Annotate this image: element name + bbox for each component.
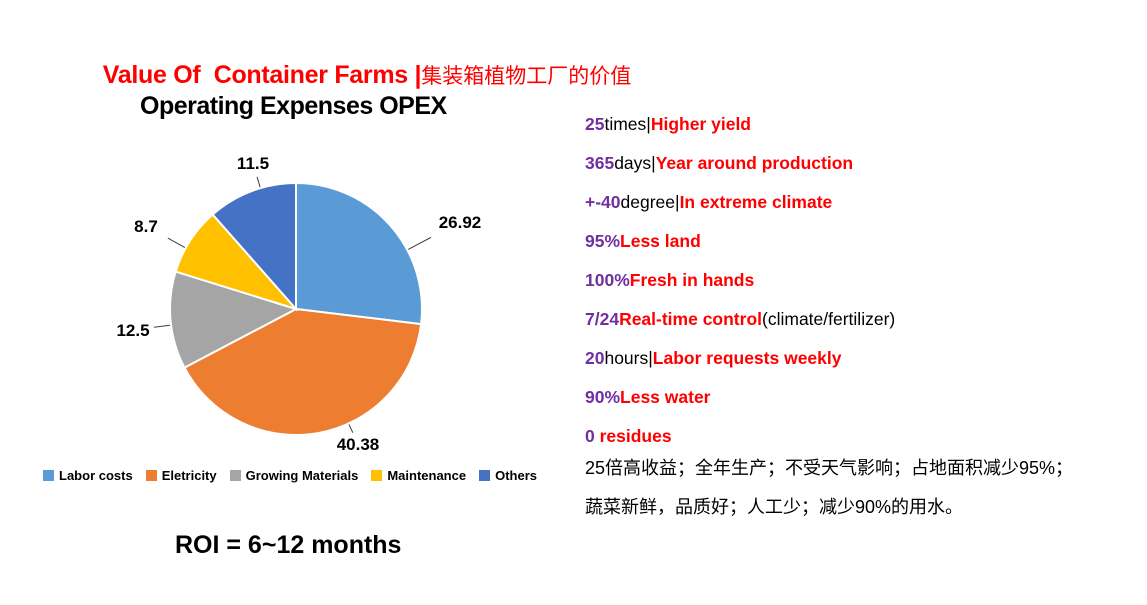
benefit-number: 100% (585, 270, 630, 290)
pie-slice-others (211, 181, 297, 312)
pie-data-label: 11.5 (237, 154, 269, 173)
legend-swatch-icon (145, 470, 157, 481)
benefit-unit: days| (614, 153, 656, 173)
benefit-row: 7/24Real-time control(climate/fertilizer… (585, 300, 1145, 339)
legend-label: Eletricity (161, 468, 217, 483)
pie-label-leader-line (153, 324, 171, 328)
legend-label: Maintenance (387, 468, 467, 483)
pie-slice-growing-materials (169, 270, 299, 369)
legend-item: Labor costs (43, 468, 133, 483)
benefit-row: 365days|Year around production (585, 144, 1145, 183)
pie-data-label: 40.38 (337, 435, 380, 454)
benefit-number: 365 (585, 153, 615, 173)
benefit-row: 25times|Higher yield (585, 105, 1145, 144)
summary-line: 蔬菜新鲜，品质好；人工少；减少90%的用水。 (585, 497, 964, 517)
benefit-row: 100%Fresh in hands (585, 261, 1145, 300)
benefit-number: 20 (585, 348, 605, 368)
benefit-highlight: Year around production (655, 153, 854, 173)
legend-swatch-icon (43, 470, 55, 481)
benefit-unit: times| (604, 114, 651, 134)
chart-legend: Labor costs Eletricity Growing Materials Ma… (0, 468, 580, 483)
pie-label-leader-line (407, 236, 432, 250)
legend-label: Growing Materials (245, 468, 359, 483)
pie-data-label: 12.5 (116, 321, 149, 340)
legend-swatch-icon (371, 470, 383, 481)
legend-item: Eletricity (145, 468, 217, 483)
pie-slice-eletricity (183, 307, 423, 436)
pie-slice-labor-costs (295, 181, 423, 326)
benefit-row: 20hours|Labor requests weekly (585, 339, 1145, 378)
benefit-number: 0 (585, 426, 600, 446)
benefit-unit: degree| (620, 192, 680, 212)
chart-title: Operating Expenses OPEX (140, 92, 447, 120)
legend-item: Growing Materials (229, 468, 359, 483)
benefit-row: 90%Less water (585, 378, 1145, 417)
pie-label-leader-line (167, 237, 186, 248)
legend-swatch-icon (479, 470, 491, 481)
roi-note: ROI = 6~12 months (175, 531, 402, 559)
benefit-number: 7/24 (585, 309, 620, 329)
pie-label-leader-line (256, 176, 261, 188)
benefit-number: 25 (585, 114, 605, 134)
benefit-highlight: Less land (620, 231, 701, 251)
benefit-highlight: residues (599, 426, 672, 446)
pie-chart: 26.92 40.38 12.5 8.7 11.5 (30, 132, 560, 462)
pie-label-leader-line (348, 424, 354, 433)
page-title-zh: 集装箱植物工厂的价值 (421, 65, 632, 88)
legend-item: Others (479, 468, 537, 483)
pie-data-label: 8.7 (134, 217, 158, 236)
benefit-row: 95%Less land (585, 222, 1145, 261)
benefit-highlight: Labor requests weekly (652, 348, 842, 368)
benefit-number: +-40 (585, 192, 621, 212)
benefit-number: 90% (585, 387, 621, 407)
benefit-row: +-40degree|In extreme climate (585, 183, 1145, 222)
summary-zh: 25倍高收益；全年生产；不受天气影响；占地面积减少95%； 蔬菜新鲜，品质好；人… (585, 449, 1145, 527)
legend-item: Maintenance (371, 468, 466, 483)
legend-swatch-icon (229, 470, 241, 481)
benefit-row: 0 residues (585, 417, 1145, 456)
benefit-highlight: Real-time control (619, 309, 763, 329)
benefits-list: 25times|Higher yield 365days|Year around… (585, 105, 1145, 456)
benefit-number: 95% (585, 231, 621, 251)
benefit-unit: hours| (604, 348, 653, 368)
benefit-highlight: In extreme climate (679, 192, 833, 212)
benefit-highlight: Fresh in hands (629, 270, 755, 290)
summary-line: 25倍高收益；全年生产；不受天气影响；占地面积减少95%； (585, 458, 1074, 478)
legend-label: Labor costs (59, 468, 133, 483)
pie-chart-svg: 26.92 40.38 12.5 8.7 11.5 (116, 154, 482, 454)
benefit-highlight: Less water (620, 387, 711, 407)
page-title-en: Value Of Container Farms | (102, 61, 422, 89)
benefit-highlight: Higher yield (650, 114, 751, 134)
pie-data-label: 26.92 (439, 213, 482, 232)
benefit-suffix: (climate/fertilizer) (762, 309, 896, 329)
page-title: Value Of Container Farms |集装箱植物工厂的价值 (85, 42, 631, 108)
legend-label: Others (495, 468, 537, 483)
